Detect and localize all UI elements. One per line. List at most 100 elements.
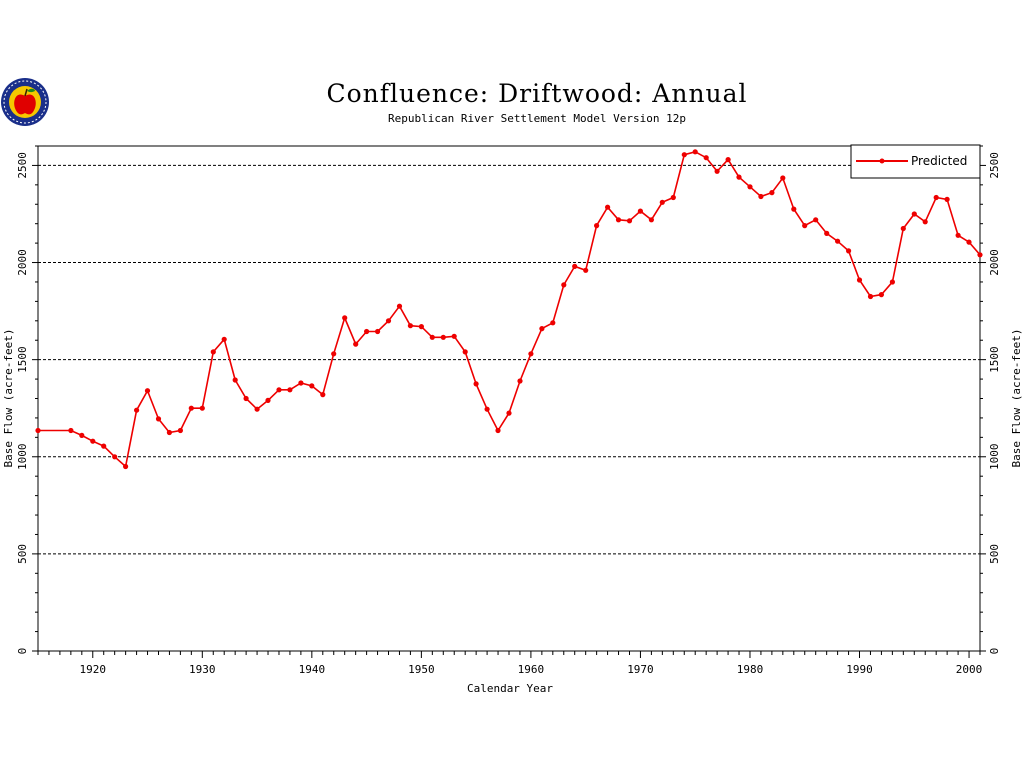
x-axis: 1920 1930 1940 1950 1960 1970 1980 1990 2000 — [37, 651, 983, 676]
y-tick-label-right-0: 0 — [988, 648, 1001, 655]
series-line-predicted — [38, 150, 981, 469]
data-point-1976 — [703, 155, 709, 161]
data-point-1938 — [287, 387, 293, 393]
data-point-1995 — [911, 211, 917, 217]
data-point-1927 — [166, 429, 172, 436]
data-point-1931 — [210, 349, 216, 355]
data-point-1953 — [451, 333, 457, 339]
data-point-2001 — [977, 252, 983, 258]
data-point-1943 — [342, 315, 348, 321]
data-point-1947 — [385, 318, 392, 324]
left-y-axis: 0 500 1000 1500 2000 2500 — [16, 145, 38, 655]
y-tick-label-left-2500: 2500 — [16, 152, 29, 179]
y-tick-label-right-500: 500 — [988, 544, 1001, 564]
data-point-1989 — [846, 248, 852, 254]
data-point-1915 — [35, 427, 41, 434]
x-tick-label-2000: 2000 — [956, 663, 983, 676]
data-point-1967 — [605, 204, 611, 210]
data-point-1981 — [758, 193, 764, 200]
data-point-1918 — [68, 427, 74, 434]
data-point-1975 — [692, 149, 698, 155]
x-tick-label-1990: 1990 — [846, 663, 873, 676]
y-tick-label-left-500: 500 — [16, 544, 29, 564]
data-point-1994 — [900, 225, 906, 232]
y-tick-label-right-2500: 2500 — [988, 152, 1001, 179]
data-point-1970 — [637, 208, 644, 214]
data-point-1958 — [506, 410, 512, 416]
legend-swatch-marker — [879, 158, 885, 164]
data-point-1934 — [243, 395, 249, 402]
data-point-1985 — [802, 223, 808, 229]
data-point-1964 — [572, 263, 578, 269]
data-point-1922 — [112, 454, 118, 460]
data-point-1942 — [331, 351, 337, 357]
data-point-1933 — [232, 377, 238, 383]
data-point-1920 — [90, 438, 96, 444]
data-point-1966 — [594, 223, 600, 229]
data-point-1973 — [670, 194, 676, 201]
data-point-1968 — [615, 217, 622, 223]
data-point-1954 — [462, 349, 468, 355]
data-point-1988 — [835, 238, 841, 244]
data-point-1945 — [364, 328, 370, 335]
data-point-1990 — [856, 277, 863, 283]
data-point-1923 — [123, 463, 129, 470]
data-point-1951 — [429, 334, 435, 340]
data-point-1959 — [517, 378, 523, 384]
data-point-1978 — [725, 157, 731, 163]
data-point-1962 — [550, 320, 556, 326]
data-point-1929 — [188, 405, 194, 411]
data-point-1935 — [254, 406, 260, 412]
data-point-1956 — [484, 406, 490, 412]
chart-title: Confluence: Driftwood: Annual — [326, 79, 747, 108]
data-point-1974 — [681, 152, 687, 158]
y-axis-label-right: Base Flow (acre-feet) — [1010, 328, 1023, 467]
data-point-1949 — [407, 323, 413, 329]
data-point-1965 — [583, 267, 589, 273]
data-point-1996 — [922, 219, 928, 225]
data-point-1997 — [933, 194, 939, 201]
data-point-1971 — [648, 217, 655, 223]
x-tick-label-1980: 1980 — [737, 663, 764, 676]
legend: Predicted — [850, 144, 981, 179]
data-point-1960 — [528, 351, 534, 357]
data-point-1969 — [626, 218, 633, 224]
data-point-1950 — [418, 324, 424, 330]
y-tick-label-left-1500: 1500 — [16, 346, 29, 373]
data-point-1977 — [714, 168, 720, 174]
data-point-1979 — [736, 174, 742, 180]
y-tick-label-right-1000: 1000 — [988, 444, 1001, 471]
data-point-1955 — [473, 381, 479, 387]
data-point-1991 — [867, 293, 874, 300]
data-point-1926 — [155, 416, 162, 422]
data-point-1944 — [353, 341, 359, 347]
apple-seal-icon — [1, 78, 49, 126]
data-point-1983 — [780, 175, 786, 181]
series-layer — [35, 149, 983, 470]
data-point-1982 — [769, 190, 775, 196]
chart-subtitle: Republican River Settlement Model Versio… — [388, 112, 686, 125]
data-point-1984 — [791, 206, 797, 212]
data-point-1963 — [561, 282, 567, 288]
data-point-1924 — [134, 407, 140, 413]
data-point-1993 — [889, 279, 896, 285]
data-point-1932 — [221, 336, 227, 342]
legend-label-predicted: Predicted — [911, 154, 967, 168]
data-point-1999 — [955, 232, 961, 238]
data-point-1925 — [144, 388, 151, 394]
y-tick-label-left-2000: 2000 — [16, 249, 29, 276]
x-tick-label-1940: 1940 — [299, 663, 326, 676]
y-tick-label-left-0: 0 — [16, 648, 29, 655]
data-point-1946 — [375, 328, 381, 335]
y-tick-label-left-1000: 1000 — [16, 444, 29, 471]
right-y-axis: 0 500 1000 1500 2000 2500 — [980, 145, 1001, 655]
grid-lines — [38, 164, 980, 555]
data-point-1930 — [199, 405, 205, 411]
data-point-1921 — [101, 443, 107, 449]
data-point-1987 — [824, 230, 830, 236]
x-tick-label-1950: 1950 — [408, 663, 435, 676]
x-axis-label: Calendar Year — [467, 682, 553, 695]
data-point-1937 — [276, 387, 282, 393]
data-point-1961 — [539, 326, 545, 332]
